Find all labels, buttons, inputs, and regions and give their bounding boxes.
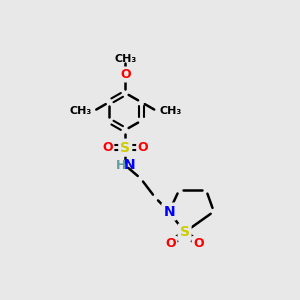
Text: H: H bbox=[116, 159, 127, 172]
Text: O: O bbox=[102, 141, 113, 154]
Text: O: O bbox=[165, 237, 176, 250]
Text: CH₃: CH₃ bbox=[69, 106, 92, 116]
Text: CH₃: CH₃ bbox=[159, 106, 182, 116]
Text: O: O bbox=[120, 68, 130, 81]
Text: O: O bbox=[193, 237, 204, 250]
Text: CH₃: CH₃ bbox=[114, 54, 136, 64]
Text: N: N bbox=[163, 205, 175, 219]
Text: N: N bbox=[123, 158, 135, 172]
Text: S: S bbox=[179, 225, 190, 239]
Text: S: S bbox=[120, 141, 130, 155]
Text: O: O bbox=[138, 141, 148, 154]
